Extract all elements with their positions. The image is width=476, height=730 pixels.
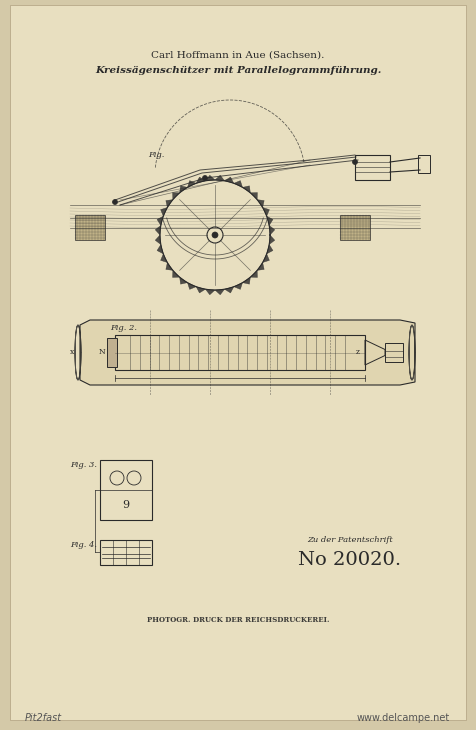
Bar <box>385 343 403 362</box>
Polygon shape <box>196 177 206 183</box>
Polygon shape <box>267 245 273 254</box>
Polygon shape <box>250 193 258 199</box>
Text: PHOTOGR. DRUCK DER REICHSDRUCKEREI.: PHOTOGR. DRUCK DER REICHSDRUCKEREI. <box>147 616 329 624</box>
Text: Pit2fast: Pit2fast <box>25 713 62 723</box>
Polygon shape <box>234 283 242 289</box>
Circle shape <box>112 199 118 204</box>
Polygon shape <box>242 186 250 193</box>
Polygon shape <box>234 180 242 188</box>
Bar <box>100 460 152 520</box>
Polygon shape <box>257 199 264 207</box>
Polygon shape <box>257 263 264 270</box>
Polygon shape <box>225 287 234 293</box>
Bar <box>340 215 370 240</box>
Polygon shape <box>160 254 168 263</box>
Bar <box>418 155 430 173</box>
Polygon shape <box>188 180 196 188</box>
Text: Kreissägenschützer mit Parallelogrammführung.: Kreissägenschützer mit Parallelogrammfüh… <box>95 66 381 74</box>
Text: N: N <box>99 348 105 356</box>
Polygon shape <box>173 270 179 277</box>
Text: Zu der Patentschrift: Zu der Patentschrift <box>307 536 393 544</box>
Circle shape <box>353 159 357 164</box>
Polygon shape <box>269 226 275 235</box>
Polygon shape <box>160 207 168 216</box>
Polygon shape <box>206 289 215 295</box>
Polygon shape <box>215 175 225 181</box>
Bar <box>107 338 117 367</box>
Polygon shape <box>269 235 275 245</box>
Polygon shape <box>179 277 188 284</box>
Polygon shape <box>215 289 225 295</box>
Polygon shape <box>155 235 161 245</box>
Polygon shape <box>196 287 206 293</box>
Circle shape <box>212 232 218 238</box>
Polygon shape <box>206 175 215 181</box>
Text: Fig. 4.: Fig. 4. <box>70 541 97 549</box>
Polygon shape <box>155 226 161 235</box>
Bar <box>75 215 105 240</box>
Polygon shape <box>179 186 188 193</box>
Polygon shape <box>250 270 258 277</box>
Text: 9: 9 <box>122 500 129 510</box>
Polygon shape <box>267 216 273 226</box>
Polygon shape <box>263 207 269 216</box>
Text: Fig.: Fig. <box>148 151 164 159</box>
Text: No 20020.: No 20020. <box>298 551 402 569</box>
Polygon shape <box>157 216 163 226</box>
Polygon shape <box>242 277 250 284</box>
Polygon shape <box>225 177 234 183</box>
Polygon shape <box>157 245 163 254</box>
Text: z: z <box>356 348 360 356</box>
Text: Fig. 2.: Fig. 2. <box>110 324 137 332</box>
Circle shape <box>202 175 208 180</box>
Bar <box>100 540 152 565</box>
Polygon shape <box>80 320 415 385</box>
Text: x: x <box>70 348 74 356</box>
Text: Carl Hoffmann in Aue (Sachsen).: Carl Hoffmann in Aue (Sachsen). <box>151 50 325 60</box>
Text: Fig. 3.: Fig. 3. <box>70 461 97 469</box>
Polygon shape <box>173 193 179 199</box>
Polygon shape <box>166 199 173 207</box>
Polygon shape <box>188 283 196 289</box>
Bar <box>355 155 390 180</box>
Polygon shape <box>263 254 269 263</box>
Text: www.delcampe.net: www.delcampe.net <box>357 713 450 723</box>
Polygon shape <box>166 263 173 270</box>
Bar <box>115 335 365 370</box>
